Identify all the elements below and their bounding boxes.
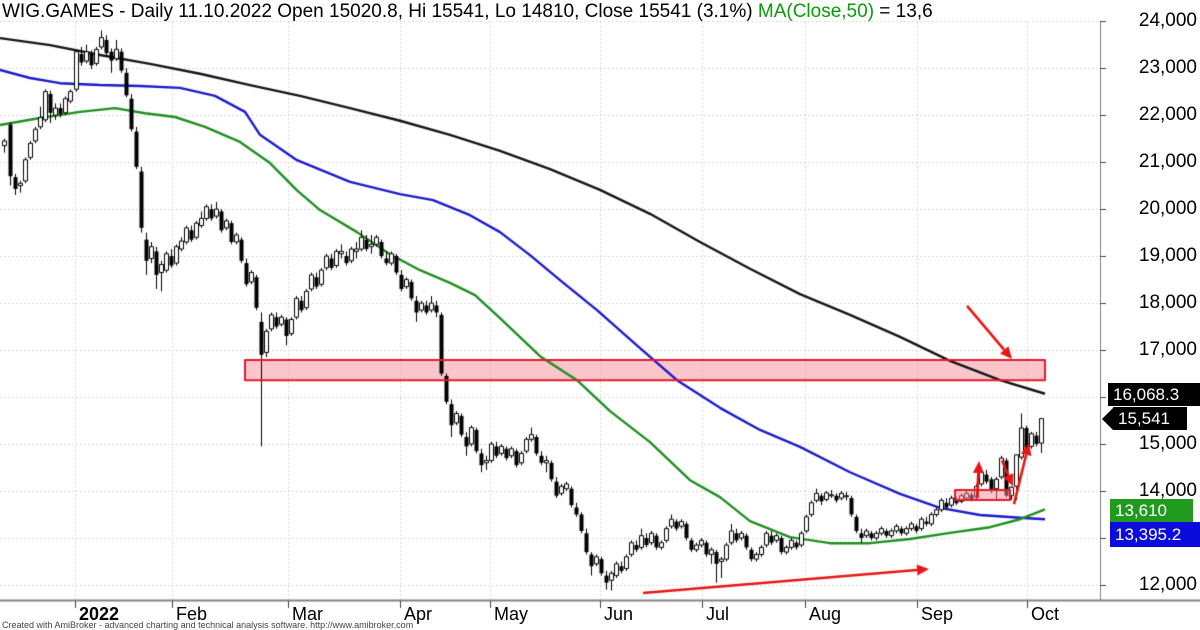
x-axis-label: Feb <box>176 604 208 624</box>
y-axis-label: 23,000 <box>1138 57 1197 79</box>
y-axis-label: 20,000 <box>1138 198 1197 220</box>
y-axis-label: 15,000 <box>1138 433 1197 455</box>
y-axis-label: 17,000 <box>1138 339 1197 361</box>
x-axis-label: Apr <box>404 604 433 624</box>
chart-title-ohlc: WIG.GAMES - Daily 11.10.2022 Open 15020.… <box>2 1 758 22</box>
y-axis-label: 22,000 <box>1138 104 1197 126</box>
footer-credit: Created with AmiBroker - advanced charti… <box>2 620 414 630</box>
y-axis-label: 14,000 <box>1138 480 1197 502</box>
chart-title-ma-label: MA(Close,50) <box>757 1 875 22</box>
x-axis-label: 2022 <box>79 604 120 624</box>
y-axis-label: 19,000 <box>1138 245 1197 267</box>
x-axis-label: Aug <box>809 604 842 624</box>
price-marker-ma50: 13,610 <box>1110 499 1193 522</box>
x-axis-label: Sep <box>921 604 954 624</box>
chart-title-ma-value: = 13,6 <box>874 1 933 22</box>
price-marker-ma100: 13,395.2 <box>1110 522 1200 547</box>
y-axis-label: 24,000 <box>1138 10 1197 32</box>
chart-title: WIG.GAMES - Daily 11.10.2022 Open 15020.… <box>2 1 1102 22</box>
y-axis-label: 12,000 <box>1138 573 1197 595</box>
price-marker-ma200: 16,068.3 <box>1108 383 1200 406</box>
marker-left-arrow-icon <box>1102 407 1113 430</box>
y-axis-label: 21,000 <box>1138 151 1197 173</box>
x-axis-label: Mar <box>292 604 323 624</box>
x-axis-label: Jul <box>706 604 730 624</box>
y-axis-label: 18,000 <box>1138 292 1197 314</box>
x-axis-label: Oct <box>1031 604 1060 624</box>
price-marker-last-close: 15,541 <box>1102 407 1187 430</box>
x-axis-label: May <box>494 604 529 624</box>
x-axis-label: Jun <box>604 604 634 624</box>
